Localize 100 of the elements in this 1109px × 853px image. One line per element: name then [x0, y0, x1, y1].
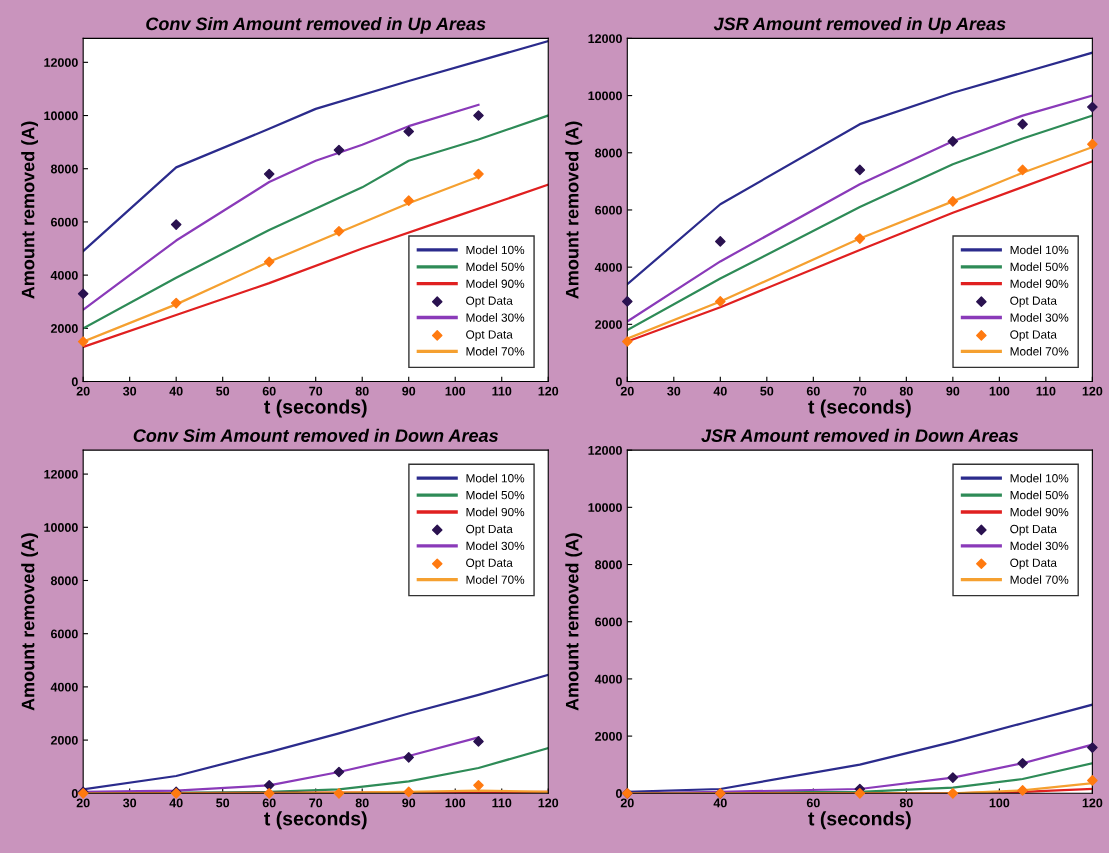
x-tick-label: 20 — [76, 386, 90, 396]
x-tick-label: 40 — [713, 798, 727, 808]
legend-label: Model 70% — [1010, 346, 1069, 356]
x-axis-title: t (seconds) — [808, 399, 911, 418]
y-axis-title: Amount removed (A) — [21, 121, 38, 299]
legend-label: Model 50% — [466, 490, 525, 500]
y-tick-label: 2000 — [50, 324, 78, 333]
legend-label: Model 50% — [1010, 262, 1069, 272]
y-tick-label: 6000 — [50, 217, 78, 227]
legend-label: Model 30% — [466, 313, 525, 322]
x-axis-title: t (seconds) — [264, 811, 367, 830]
y-tick-label: 12000 — [44, 469, 78, 479]
x-tick-label: 90 — [946, 386, 960, 396]
legend-label: Opt Data — [1010, 558, 1057, 570]
chart-title: JSR Amount removed in Up Areas — [713, 16, 1006, 34]
x-tick-label: 80 — [899, 798, 913, 808]
y-tick-label: 10000 — [588, 503, 622, 512]
legend-label: Model 30% — [1010, 541, 1069, 551]
x-tick-label: 70 — [309, 386, 323, 396]
legend-label: Opt Data — [466, 296, 513, 308]
x-tick-label: 100 — [989, 798, 1010, 808]
x-tick-label: 60 — [806, 386, 820, 396]
y-tick-label: 6000 — [595, 617, 622, 627]
y-tick-label: 8000 — [50, 576, 78, 586]
y-tick-label: 4000 — [594, 262, 622, 272]
x-tick-label: 50 — [760, 386, 774, 396]
legend-label: Model 90% — [466, 279, 525, 288]
y-tick-label: 2000 — [595, 320, 622, 329]
x-tick-label: 120 — [538, 386, 559, 396]
x-tick-label: 50 — [216, 798, 230, 808]
x-tick-label: 60 — [806, 798, 820, 808]
legend-label: Opt Data — [466, 330, 513, 341]
x-tick-label: 40 — [169, 798, 183, 808]
y-tick-label: 6000 — [50, 629, 78, 639]
legend-label: Opt Data — [466, 558, 513, 570]
y-tick-label: 2000 — [50, 735, 78, 745]
x-tick-label: 90 — [402, 798, 416, 808]
y-axis-title: Amount removed (A) — [565, 121, 583, 299]
y-tick-label: 8000 — [595, 560, 622, 570]
x-tick-label: 120 — [1082, 386, 1103, 396]
x-tick-label: 110 — [492, 798, 512, 808]
x-tick-label: 120 — [538, 798, 559, 808]
legend-label: Model 90% — [1010, 507, 1069, 517]
legend-label: Opt Data — [466, 524, 513, 536]
chart-title: Conv Sim Amount removed in Down Areas — [133, 428, 499, 442]
x-tick-label: 20 — [620, 798, 634, 808]
legend-label: Model 70% — [1010, 575, 1069, 584]
x-axis-title: t (seconds) — [808, 811, 911, 830]
x-tick-label: 80 — [899, 386, 913, 396]
x-tick-label: 40 — [169, 386, 183, 396]
y-tick-label: 4000 — [594, 674, 622, 684]
x-tick-label: 70 — [853, 386, 867, 396]
x-tick-label: 50 — [216, 386, 230, 396]
x-axis-title: t (seconds) — [264, 399, 367, 418]
legend-label: Model 10% — [466, 245, 525, 255]
x-tick-label: 100 — [445, 386, 466, 396]
y-tick-label: 8000 — [50, 164, 78, 174]
y-axis-title: Amount removed (A) — [21, 533, 38, 711]
legend-label: Model 50% — [1010, 490, 1069, 500]
x-tick-label: 100 — [989, 386, 1010, 396]
x-tick-label: 100 — [445, 798, 466, 808]
y-tick-label: 12000 — [588, 34, 622, 44]
x-tick-label: 30 — [123, 386, 137, 396]
legend-label: Opt Data — [1010, 524, 1057, 536]
y-tick-label: 12000 — [44, 58, 78, 67]
legend-label: Model 10% — [1010, 245, 1069, 255]
legend-label: Model 90% — [1010, 279, 1069, 288]
y-tick-label: 0 — [71, 789, 78, 798]
legend-label: Model 90% — [466, 507, 525, 517]
y-tick-label: 10000 — [44, 111, 78, 121]
x-tick-label: 30 — [123, 798, 137, 808]
y-axis-title: Amount removed (A) — [565, 533, 583, 711]
chart-title: JSR Amount removed in Down Areas — [701, 428, 1019, 442]
x-tick-label: 20 — [76, 798, 90, 808]
x-tick-label: 20 — [620, 386, 634, 396]
y-tick-label: 8000 — [595, 148, 622, 158]
legend-label: Opt Data — [1010, 296, 1057, 308]
chart-title: Conv Sim Amount removed in Up Areas — [146, 16, 486, 34]
legend-label: Opt Data — [1010, 330, 1057, 341]
y-tick-label: 10000 — [44, 523, 78, 532]
legend-label: Model 50% — [466, 262, 525, 272]
legend-label: Model 70% — [466, 575, 525, 584]
legend-label: Model 70% — [466, 346, 525, 356]
x-tick-label: 120 — [1082, 798, 1103, 808]
x-tick-label: 60 — [262, 798, 276, 808]
x-tick-label: 70 — [309, 798, 323, 808]
legend-label: Model 30% — [466, 541, 525, 551]
x-tick-label: 60 — [262, 386, 276, 396]
x-tick-label: 30 — [667, 386, 681, 396]
legend-label: Model 10% — [1010, 473, 1069, 483]
x-tick-label: 80 — [355, 798, 369, 808]
y-tick-label: 2000 — [595, 731, 622, 741]
y-tick-label: 0 — [615, 789, 622, 798]
y-tick-label: 10000 — [588, 91, 622, 101]
x-tick-label: 110 — [1036, 386, 1056, 396]
y-tick-label: 4000 — [50, 682, 78, 692]
y-tick-label: 6000 — [595, 205, 622, 215]
y-tick-label: 4000 — [50, 270, 78, 280]
x-tick-label: 110 — [492, 386, 512, 396]
legend-label: Model 10% — [466, 473, 525, 483]
